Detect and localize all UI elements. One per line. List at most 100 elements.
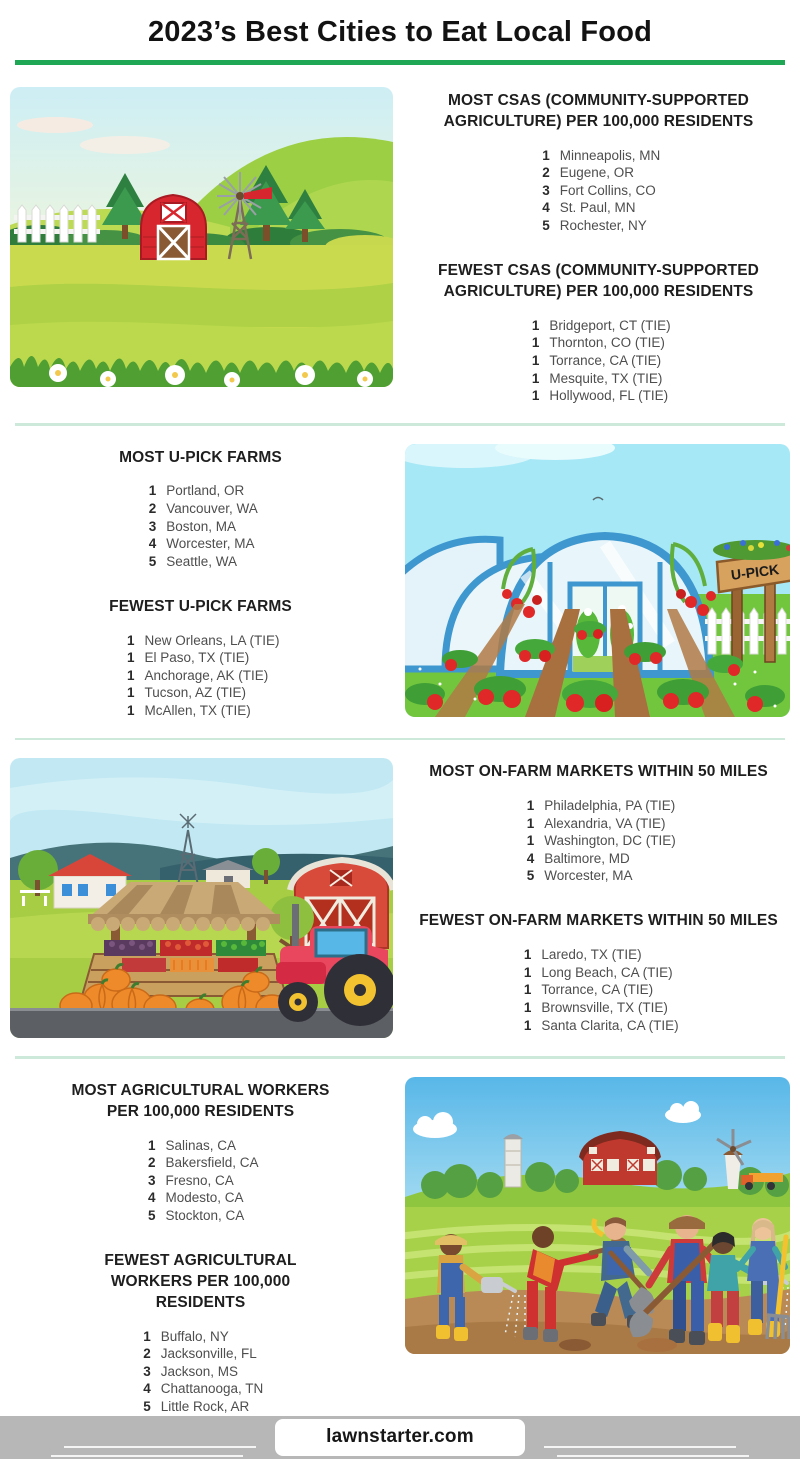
footer-decor-line (64, 1445, 256, 1448)
rank-number: 1 (526, 815, 535, 831)
city-label: Eugene, OR (559, 165, 635, 181)
farm-worker-icon (629, 1214, 725, 1352)
windmill-icon (217, 172, 272, 260)
rank-number: 1 (523, 947, 532, 963)
city-label: Little Rock, AR (160, 1398, 250, 1414)
city-label: Vancouver, WA (166, 501, 258, 517)
city-label: Portland, OR (166, 483, 245, 499)
list-item: 5 Rochester, NY (537, 217, 661, 235)
rank-number: 4 (148, 536, 157, 552)
city-label: Worcester, MA (166, 536, 255, 552)
city-label: Brownsville, TX (TIE) (541, 999, 668, 1015)
list-heading: MOST AGRICULTURAL WORKERS PER 100,000 RE… (71, 1081, 330, 1120)
silo-icon (503, 1133, 523, 1188)
rank-list: 1 Minneapolis, MN 2 Eugene, OR 3 Fort Collins… (537, 147, 661, 235)
city-label: Fort Collins, CO (559, 182, 656, 198)
windmill-icon (716, 1128, 752, 1189)
list-item: 1 Tucson, AZ (TIE) (121, 684, 279, 702)
rank-number: 1 (126, 702, 135, 718)
city-label: Fresno, CA (165, 1172, 234, 1188)
pine-tree-icon (285, 189, 325, 242)
rank-list: 1 New Orleans, LA (TIE) 1 El Paso, TX (TIE)… (121, 632, 280, 720)
agworker-lists-column: MOST AGRICULTURAL WORKERS PER 100,000 RE… (10, 1077, 391, 1416)
list-group-most-workers: MOST AGRICULTURAL WORKERS PER 100,000 RE… (10, 1081, 391, 1225)
rank-number: 1 (148, 483, 157, 499)
list-heading: FEWEST U-PICK FARMS (109, 597, 292, 615)
site-link[interactable]: lawnstarter.com (275, 1418, 525, 1456)
tractor-icon (276, 904, 393, 1027)
list-item: 1 Laredo, TX (TIE) (518, 946, 678, 964)
farm-landscape-illustration (10, 87, 393, 387)
truck-icon (741, 1172, 783, 1190)
list-item: 1 Anchorage, AK (TIE) (121, 667, 279, 685)
list-heading: FEWEST ON-FARM MARKETS WITHIN 50 MILES (419, 912, 778, 930)
rank-number: 1 (531, 352, 540, 368)
rank-number: 5 (542, 218, 550, 234)
list-item: 3 Boston, MA (143, 518, 258, 536)
city-label: Alexandria, VA (TIE) (544, 815, 666, 831)
rank-number: 2 (147, 1155, 156, 1171)
upick-greenhouse-illustration: U-PICK (405, 443, 790, 717)
list-heading: FEWEST AGRICULTURAL WORKERS PER 100,000 … (104, 1251, 297, 1311)
picket-fence-icon (14, 204, 100, 243)
rank-list: 1 Bridgeport, CT (TIE) 1 Thornton, CO (TIE)… (526, 317, 671, 405)
list-item: 5 Little Rock, AR (138, 1398, 264, 1416)
rank-number: 5 (143, 1398, 151, 1414)
city-label: Modesto, CA (165, 1190, 244, 1206)
list-item: 4 Chattanooga, TN (138, 1380, 263, 1398)
list-item: 3 Fresno, CA (142, 1172, 258, 1190)
rank-number: 5 (148, 553, 157, 569)
city-label: Tucson, AZ (TIE) (144, 685, 246, 701)
footer-decor-line (557, 1454, 749, 1457)
rank-number: 4 (542, 200, 550, 216)
list-item: 4 St. Paul, MN (537, 199, 661, 217)
rank-number: 1 (523, 964, 532, 980)
list-item: 1 El Paso, TX (TIE) (121, 649, 279, 667)
section-onfarm-markets: MOST ON-FARM MARKETS WITHIN 50 MILES 1 Ph… (0, 758, 800, 1039)
list-item: 3 Fort Collins, CO (537, 182, 661, 200)
list-heading: MOST CSAS (COMMUNITY-SUPPORTED AGRICULTU… (443, 92, 754, 130)
rank-number: 2 (148, 501, 157, 517)
title-accent-rule (15, 60, 785, 65)
city-label: Rochester, NY (559, 218, 647, 234)
list-item: 1 New Orleans, LA (TIE) (121, 632, 280, 650)
city-label: Washington, DC (TIE) (544, 833, 676, 849)
list-item: 4 Modesto, CA (142, 1189, 258, 1207)
rank-number: 1 (526, 833, 535, 849)
rank-number: 1 (523, 1017, 532, 1033)
rank-number: 1 (126, 650, 135, 666)
rank-number: 1 (542, 147, 550, 163)
rank-number: 5 (147, 1207, 156, 1223)
daisy-icon (49, 364, 373, 387)
bird-icon (592, 496, 604, 501)
rank-list: 1 Portland, OR 2 Vancouver, WA 3 Boston, MA 4 W… (143, 482, 258, 570)
upick-sign-icon: U-PICK (713, 539, 790, 663)
list-item: 1 Torrance, CA (TIE) (518, 981, 678, 999)
footer-decor-line (544, 1445, 736, 1448)
rank-number: 2 (143, 1346, 151, 1362)
list-item: 1 Bridgeport, CT (TIE) (526, 317, 671, 335)
city-label: Stockton, CA (165, 1207, 245, 1223)
rank-number: 1 (531, 370, 540, 386)
upick-sign-label: U-PICK (730, 561, 780, 583)
rank-number: 1 (126, 667, 135, 683)
rank-number: 4 (143, 1381, 151, 1397)
list-item: 3 Jackson, MS (138, 1363, 264, 1381)
rank-number: 4 (526, 850, 535, 866)
rank-number: 4 (147, 1190, 156, 1206)
city-label: Philadelphia, PA (TIE) (544, 798, 676, 814)
list-item: 1 Mesquite, TX (TIE) (526, 370, 670, 388)
onfarm-lists-column: MOST ON-FARM MARKETS WITHIN 50 MILES 1 Ph… (407, 758, 790, 1034)
city-label: Minneapolis, MN (559, 147, 661, 163)
farm-workers-illustration (405, 1076, 790, 1354)
list-item: 5 Worcester, MA (521, 867, 676, 885)
list-item: 2 Jacksonville, FL (138, 1345, 264, 1363)
list-item: 5 Seattle, WA (143, 553, 258, 571)
rank-number: 5 (526, 868, 535, 884)
farm-market-illustration (10, 758, 393, 1039)
section-divider (15, 423, 785, 426)
market-stand-icon (59, 882, 289, 1023)
city-label: Worcester, MA (544, 868, 633, 884)
section-csas: MOST CSAS (COMMUNITY-SUPPORTED AGRICULTU… (0, 87, 800, 405)
